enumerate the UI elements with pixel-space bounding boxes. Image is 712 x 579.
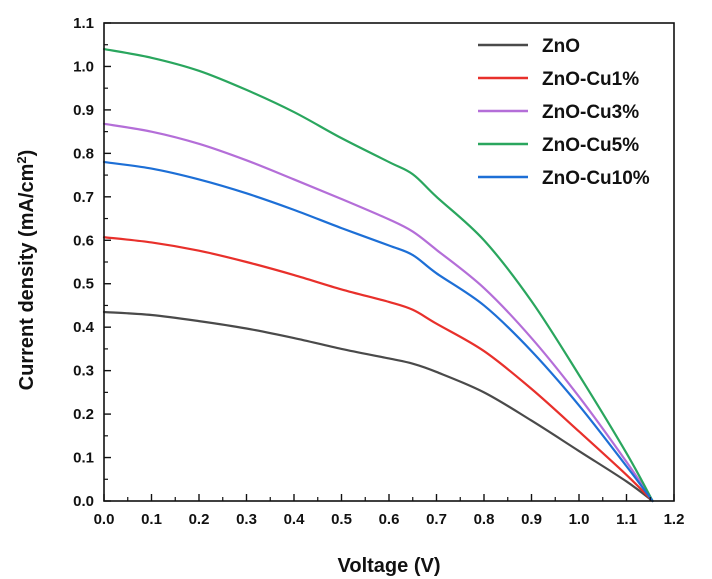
x-tick-label: 0.6 — [379, 511, 400, 528]
y-tick-label: 0.0 — [73, 493, 94, 510]
x-axis-ticks: 0.0 0.1 0.2 0.3 0.4 0.5 0.6 0.7 0.8 0.9 1.0 1.1 1.2 — [94, 494, 685, 528]
x-tick-label: 0.2 — [189, 511, 210, 528]
y-axis-title-main: Current density (mA/cm — [16, 164, 38, 391]
series-line-2 — [102, 236, 654, 503]
x-tick-label: 0.0 — [94, 511, 115, 528]
x-tick-label: 0.1 — [141, 511, 162, 528]
y-tick-label: 0.2 — [73, 406, 94, 423]
x-tick-label: 1.1 — [616, 511, 637, 528]
x-tick-label: 0.3 — [236, 511, 257, 528]
legend-label: ZnO-Cu5% — [542, 135, 639, 156]
y-tick-label: 0.6 — [73, 232, 94, 249]
y-tick-label: 0.9 — [73, 102, 94, 119]
x-tick-label: 0.4 — [284, 511, 306, 528]
x-axis-title: Voltage (V) — [338, 555, 441, 577]
x-tick-label: 0.7 — [426, 511, 447, 528]
y-axis-title-end: ) — [16, 150, 38, 157]
x-tick-label: 0.9 — [521, 511, 542, 528]
legend-label: ZnO — [542, 36, 580, 57]
x-tick-label: 1.0 — [569, 511, 590, 528]
x-tick-label: 0.8 — [474, 511, 495, 528]
legend-label: ZnO-Cu1% — [542, 69, 639, 90]
y-tick-label: 0.1 — [73, 450, 94, 467]
series-line-5 — [102, 160, 654, 503]
series-lines — [102, 47, 654, 503]
y-tick-label: 0.7 — [73, 189, 94, 206]
y-axis-ticks: 0.0 0.1 0.2 0.3 0.4 0.5 0.6 0.7 0.8 0.9 1.0 1.1 — [73, 15, 111, 510]
y-tick-label: 1.0 — [73, 58, 94, 75]
y-axis-title: Current density (mA/cm2) — [14, 150, 39, 391]
plot-frame — [103, 22, 675, 502]
legend-label: ZnO-Cu3% — [542, 102, 639, 123]
y-tick-label: 1.1 — [73, 15, 94, 32]
x-tick-label: 1.2 — [664, 511, 685, 528]
y-tick-label: 0.8 — [73, 145, 94, 162]
legend-label: ZnO-Cu10% — [542, 168, 650, 189]
y-tick-label: 0.5 — [73, 276, 94, 293]
x-tick-label: 0.5 — [331, 511, 352, 528]
legend: ZnO ZnO-Cu1% ZnO-Cu3% ZnO-Cu5% ZnO-Cu10% — [478, 36, 650, 189]
series-line-4 — [102, 47, 654, 503]
y-tick-label: 0.3 — [73, 363, 94, 380]
y-tick-label: 0.4 — [73, 319, 95, 336]
series-line-1 — [102, 310, 654, 503]
series-line-3 — [102, 122, 654, 503]
y-axis-title-sup: 2 — [14, 156, 29, 163]
